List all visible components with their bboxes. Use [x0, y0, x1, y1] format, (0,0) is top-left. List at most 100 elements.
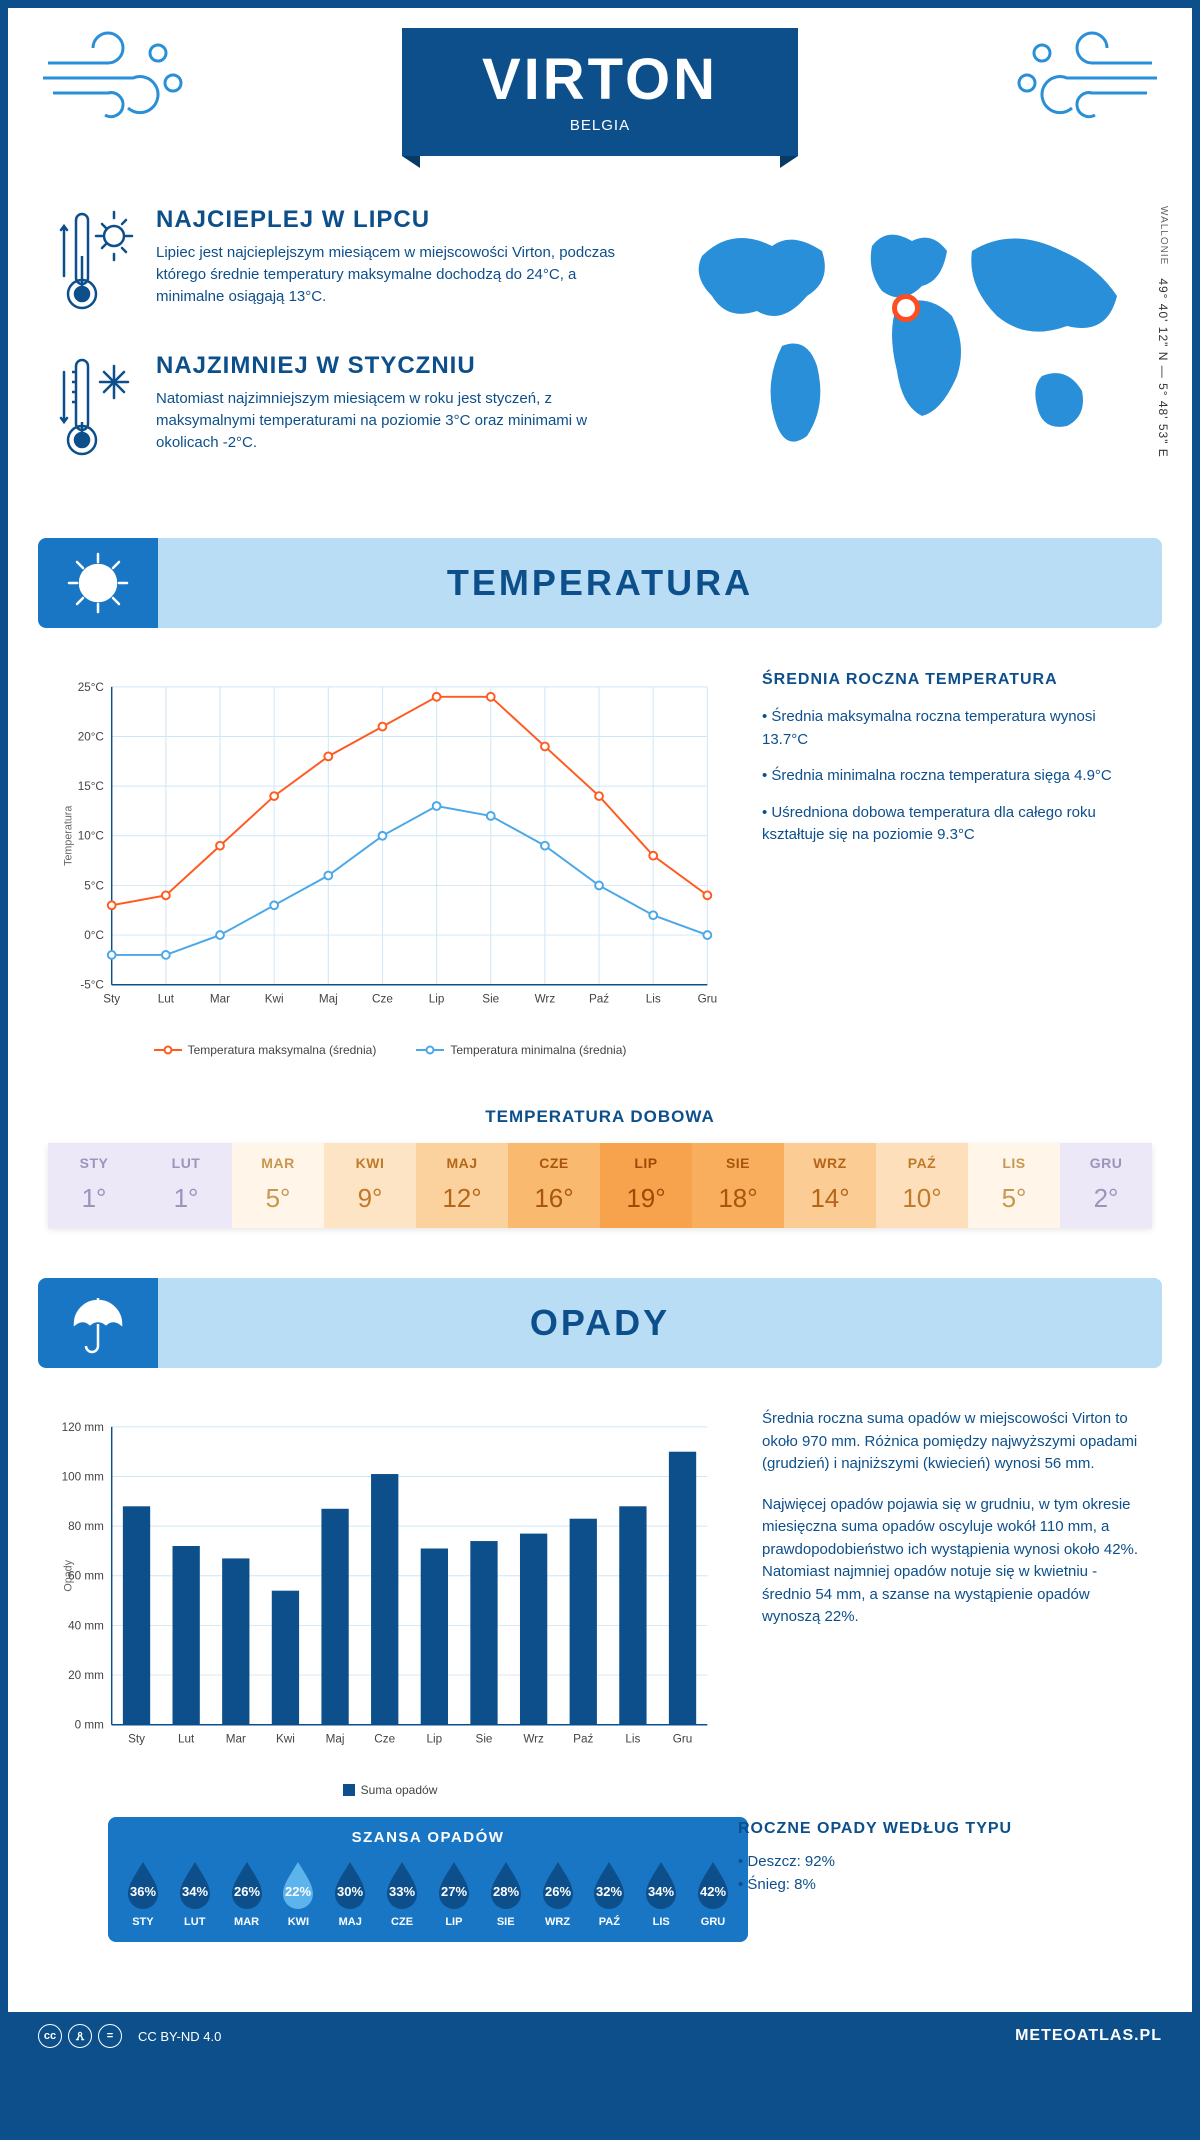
daily-cell: LUT 1° [140, 1143, 232, 1228]
intro-row: NAJCIEPLEJ W LIPCU Lipiec jest najcieple… [8, 156, 1192, 538]
daily-cell: PAŹ 10° [876, 1143, 968, 1228]
opady-chart-row: 0 mm20 mm40 mm60 mm80 mm100 mm120 mmOpad… [8, 1398, 1192, 1797]
fact-warm-title: NAJCIEPLEJ W LIPCU [156, 206, 622, 234]
raindrop-icon: 26% [537, 1858, 579, 1910]
bullet: • Deszcz: 92% [738, 1851, 1142, 1874]
map-marker-icon [892, 294, 920, 322]
license-badges: cc 🜶 = CC BY-ND 4.0 [38, 2024, 221, 2048]
daily-cell: KWI 9° [324, 1143, 416, 1228]
opady-lower-row: SZANSA OPADÓW 36% STY 34% LUT 26% MAR 22… [8, 1797, 1192, 2012]
by-icon: 🜶 [68, 2024, 92, 2048]
daily-cell: STY 1° [48, 1143, 140, 1228]
opady-summary: Średnia roczna suma opadów w miejscowośc… [762, 1408, 1142, 1797]
svg-text:Paź: Paź [573, 1732, 593, 1745]
legend-item: Temperatura minimalna (średnia) [416, 1043, 626, 1057]
svg-text:32%: 32% [596, 1884, 622, 1899]
svg-text:100 mm: 100 mm [62, 1470, 104, 1483]
daily-cell: LIS 5° [968, 1143, 1060, 1228]
chance-cell: 36% STY [118, 1858, 168, 1928]
svg-text:10°C: 10°C [78, 830, 104, 843]
bullet: • Średnia minimalna roczna temperatura s… [762, 765, 1142, 788]
thermometer-snow-icon [58, 352, 138, 462]
chance-cell: 26% MAR [222, 1858, 272, 1928]
paragraph: Średnia roczna suma opadów w miejscowośc… [762, 1408, 1142, 1476]
svg-text:20°C: 20°C [78, 730, 104, 743]
sun-icon [38, 538, 158, 628]
svg-text:Maj: Maj [319, 992, 338, 1005]
section-title: TEMPERATURA [447, 562, 753, 604]
nd-icon: = [98, 2024, 122, 2048]
temp-chart-row: -5°C0°C5°C10°C15°C20°C25°CStyLutMarKwiMa… [8, 658, 1192, 1097]
svg-text:28%: 28% [493, 1884, 519, 1899]
bullet: • Średnia maksymalna roczna temperatura … [762, 706, 1142, 751]
svg-text:22%: 22% [285, 1884, 311, 1899]
svg-text:80 mm: 80 mm [68, 1520, 104, 1533]
svg-text:Sty: Sty [103, 992, 120, 1005]
raindrop-icon: 28% [485, 1858, 527, 1910]
svg-text:5°C: 5°C [84, 879, 104, 892]
coordinates: WALLONIE 49° 40' 12" N — 5° 48' 53" E [1156, 206, 1170, 458]
svg-text:120 mm: 120 mm [62, 1421, 104, 1434]
section-banner-opady: OPADY [38, 1278, 1162, 1368]
license-text: CC BY-ND 4.0 [138, 2029, 221, 2044]
svg-text:Sie: Sie [476, 1732, 493, 1745]
umbrella-icon [38, 1278, 158, 1368]
temperature-line-chart: -5°C0°C5°C10°C15°C20°C25°CStyLutMarKwiMa… [58, 668, 722, 1028]
svg-text:Lis: Lis [625, 1732, 640, 1745]
footer: cc 🜶 = CC BY-ND 4.0 METEOATLAS.PL [8, 2012, 1192, 2060]
thermometer-sun-icon [58, 206, 138, 316]
raindrop-icon: 32% [588, 1858, 630, 1910]
svg-text:Cze: Cze [372, 992, 393, 1005]
chance-cell: 22% KWI [273, 1858, 323, 1928]
svg-text:Lip: Lip [427, 1732, 443, 1745]
daily-cell: LIP 19° [600, 1143, 692, 1228]
daily-cell: MAR 5° [232, 1143, 324, 1228]
svg-text:Lip: Lip [429, 992, 445, 1005]
svg-text:Sty: Sty [128, 1732, 145, 1745]
svg-text:0°C: 0°C [84, 929, 104, 942]
raindrop-icon: 27% [433, 1858, 475, 1910]
line-chart-legend: Temperatura maksymalna (średnia)Temperat… [58, 1043, 722, 1057]
wind-icon [38, 28, 198, 128]
svg-text:Mar: Mar [226, 1732, 246, 1745]
rain-chance-title: SZANSA OPADÓW [108, 1817, 748, 1858]
svg-text:Gru: Gru [698, 992, 718, 1005]
svg-text:34%: 34% [182, 1884, 208, 1899]
chance-cell: 34% LIS [636, 1858, 686, 1928]
fact-cold-body: Natomiast najzimniejszym miesiącem w rok… [156, 388, 622, 453]
svg-text:34%: 34% [648, 1884, 674, 1899]
bullet: • Uśredniona dobowa temperatura dla całe… [762, 802, 1142, 847]
fact-cold-title: NAJZIMNIEJ W STYCZNIU [156, 352, 622, 380]
by-type-title: ROCZNE OPADY WEDŁUG TYPU [738, 1817, 1142, 1841]
svg-text:Kwi: Kwi [265, 992, 284, 1005]
title-banner: VIRTON BELGIA [402, 28, 798, 156]
precipitation-bar-chart: 0 mm20 mm40 mm60 mm80 mm100 mm120 mmOpad… [58, 1408, 722, 1768]
world-map: WALLONIE 49° 40' 12" N — 5° 48' 53" E [662, 206, 1142, 498]
cc-icon: cc [38, 2024, 62, 2048]
svg-text:40 mm: 40 mm [68, 1619, 104, 1632]
svg-text:42%: 42% [700, 1884, 726, 1899]
bar-chart-legend: Suma opadów [58, 1783, 722, 1797]
daily-temp-table: STY 1° LUT 1° MAR 5° KWI 9° MAJ 12° CZE … [48, 1143, 1152, 1228]
svg-text:Maj: Maj [326, 1732, 345, 1745]
temp-summary-title: ŚREDNIA ROCZNA TEMPERATURA [762, 668, 1142, 692]
wind-icon [1002, 28, 1162, 128]
city-name: VIRTON [482, 46, 718, 113]
svg-text:Opady: Opady [63, 1559, 75, 1591]
svg-text:Mar: Mar [210, 992, 230, 1005]
daily-cell: SIE 18° [692, 1143, 784, 1228]
svg-text:Wrz: Wrz [535, 992, 556, 1005]
fact-warm: NAJCIEPLEJ W LIPCU Lipiec jest najcieple… [58, 206, 622, 316]
svg-text:20 mm: 20 mm [68, 1669, 104, 1682]
svg-text:Kwi: Kwi [276, 1732, 295, 1745]
raindrop-icon: 33% [381, 1858, 423, 1910]
section-title: OPADY [530, 1302, 670, 1344]
svg-text:Sie: Sie [482, 992, 499, 1005]
daily-cell: GRU 2° [1060, 1143, 1152, 1228]
svg-text:26%: 26% [545, 1884, 571, 1899]
raindrop-icon: 22% [277, 1858, 319, 1910]
svg-text:Lut: Lut [158, 992, 175, 1005]
svg-text:26%: 26% [234, 1884, 260, 1899]
svg-text:Lut: Lut [178, 1732, 195, 1745]
svg-text:27%: 27% [441, 1884, 467, 1899]
